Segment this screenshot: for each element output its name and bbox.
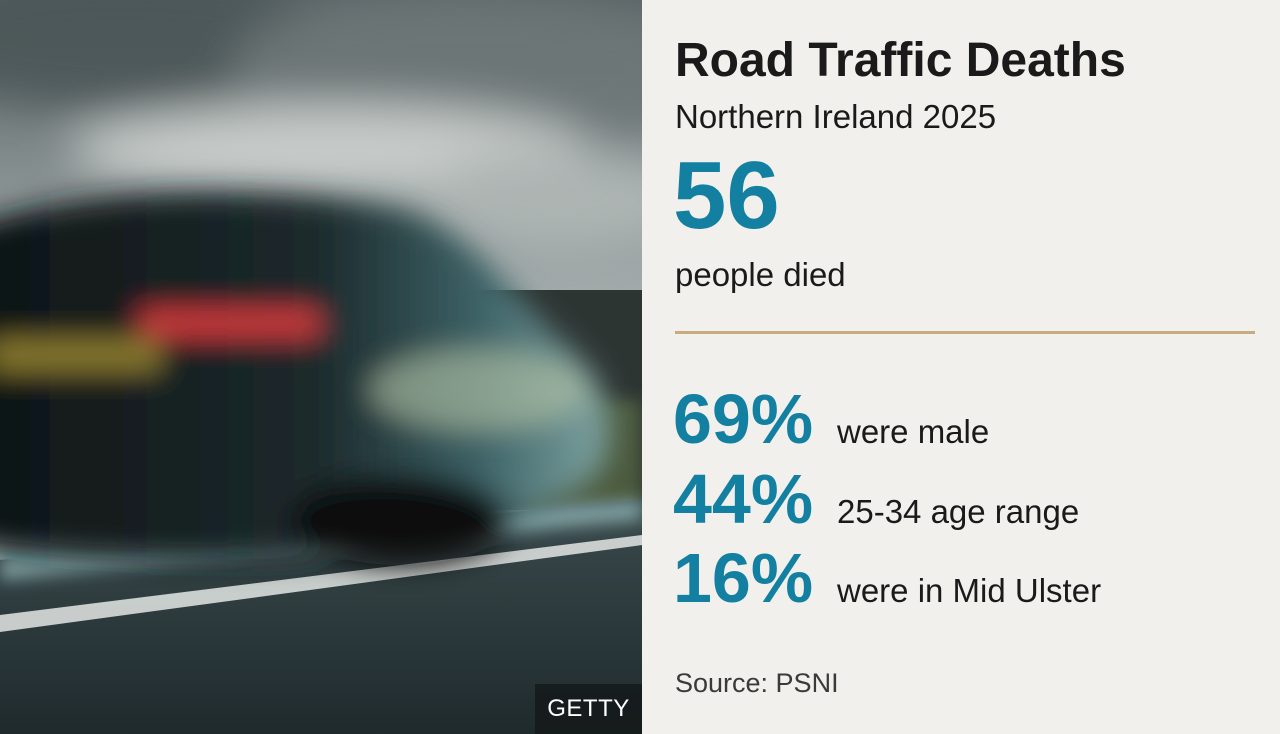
stat-value: 44% xyxy=(673,460,814,538)
stat-value: 69% xyxy=(673,380,814,458)
stats-panel: Road Traffic Deaths Northern Ireland 202… xyxy=(642,0,1280,734)
subtitle: Northern Ireland 2025 xyxy=(675,98,997,135)
stat-label: were in Mid Ulster xyxy=(837,572,1102,609)
car-photo-illustration xyxy=(0,0,642,734)
headline-death-count: 56 xyxy=(673,142,780,249)
stat-label: were male xyxy=(837,413,990,450)
page-title: Road Traffic Deaths xyxy=(675,34,1126,87)
source-note: Source: PSNI xyxy=(675,668,839,698)
photo-credit: GETTY xyxy=(535,684,642,734)
headline-label: people died xyxy=(675,256,846,293)
section-divider xyxy=(675,331,1255,334)
blurred-car-photo: GETTY xyxy=(0,0,642,734)
stat-row-age-range: 44% 25-34 age range xyxy=(673,463,1079,535)
stat-row-male: 69% were male xyxy=(673,383,989,455)
stat-row-mid-ulster: 16% were in Mid Ulster xyxy=(673,542,1101,614)
stat-value: 16% xyxy=(673,539,814,617)
stat-label: 25-34 age range xyxy=(837,493,1080,530)
